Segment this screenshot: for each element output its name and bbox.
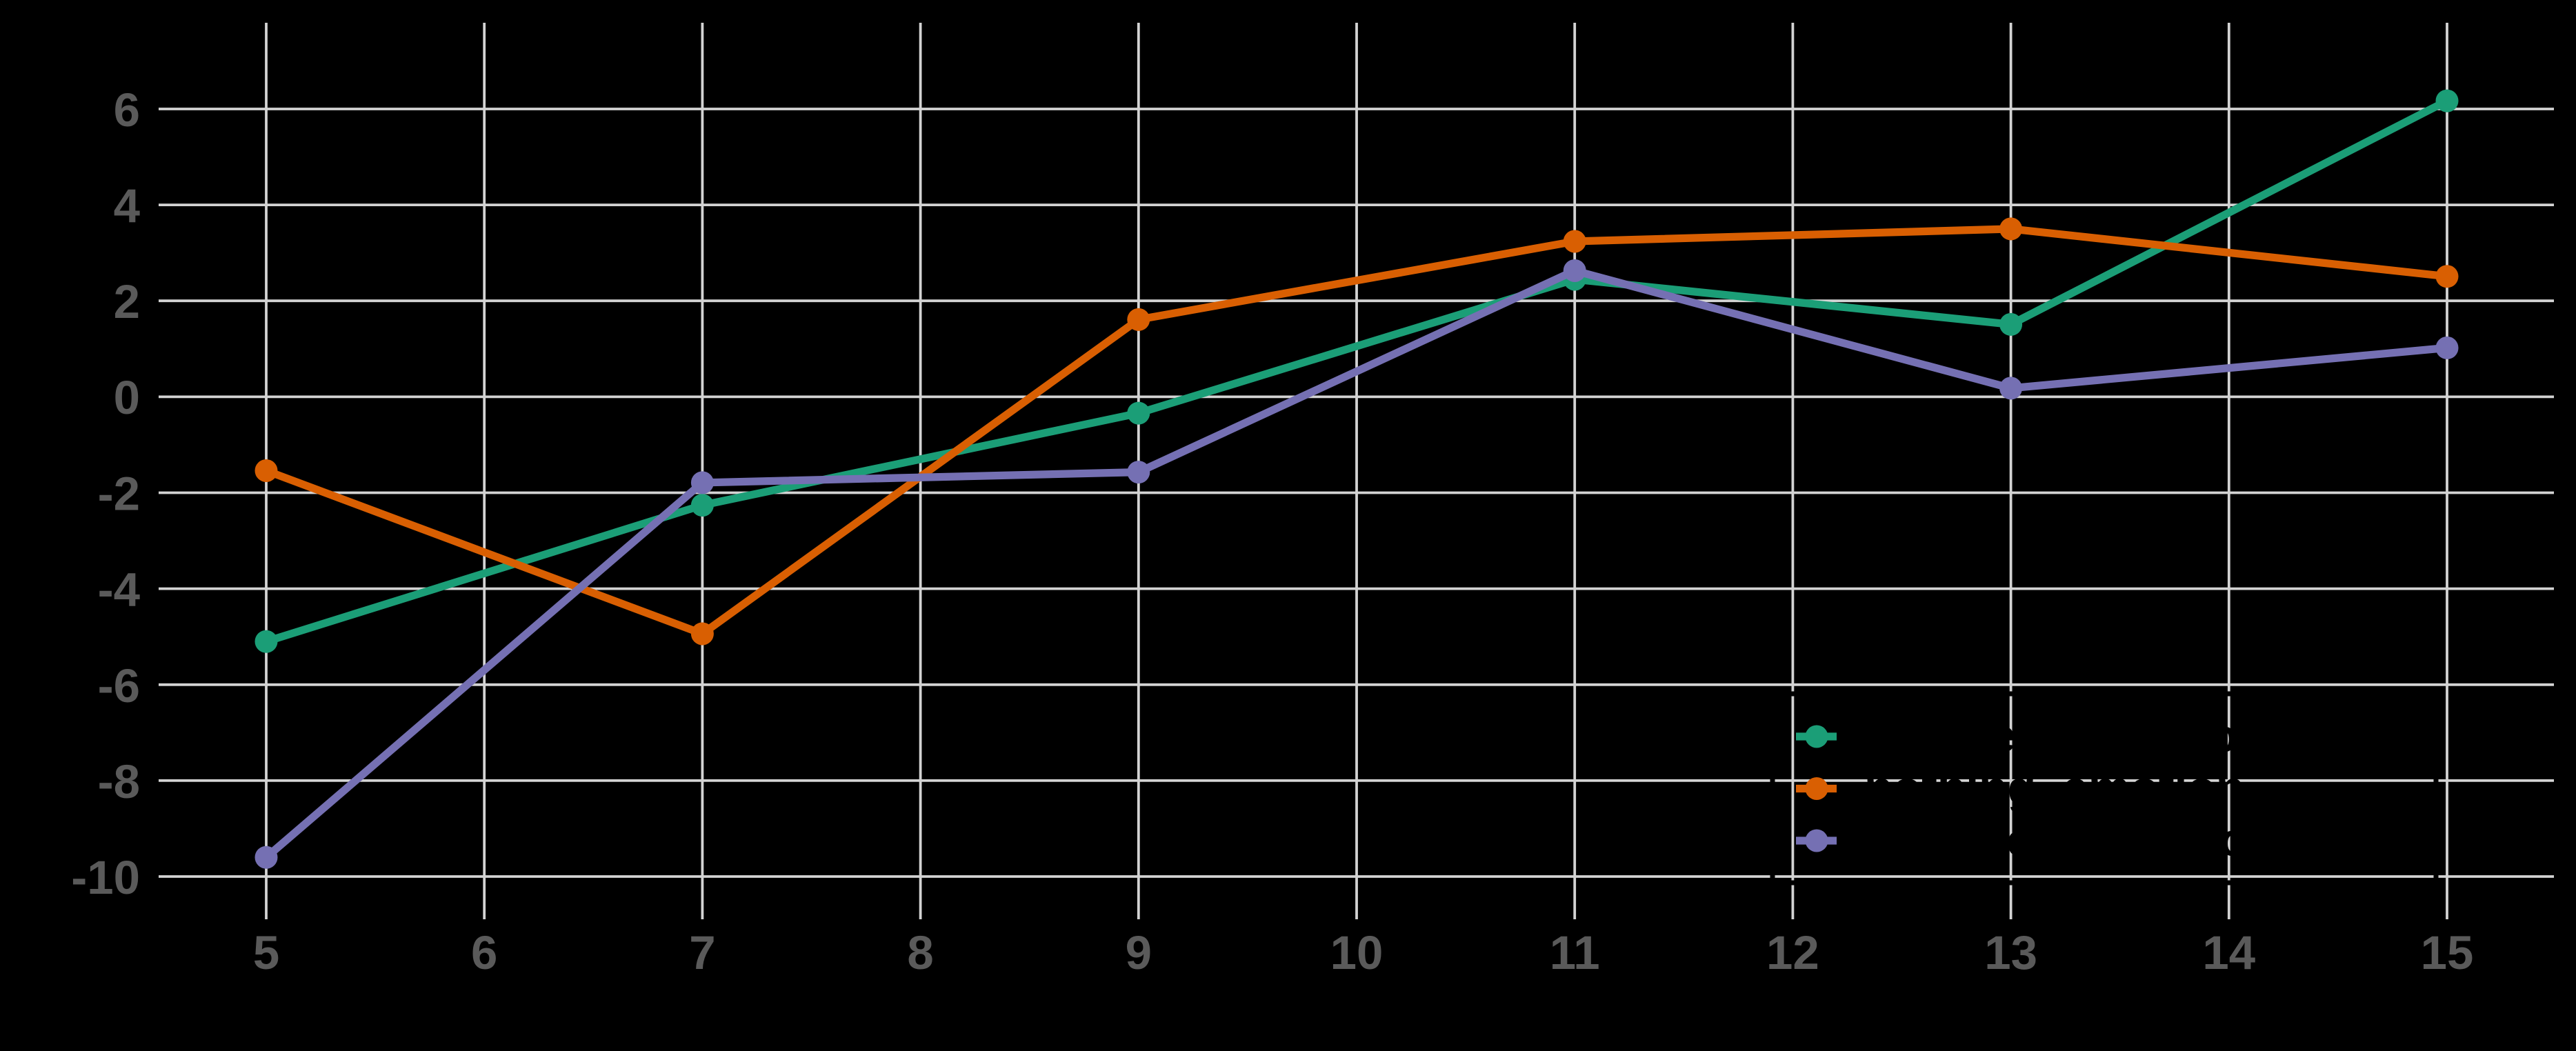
svg-text:noon_exploitation: noon_exploitation <box>1862 814 2278 866</box>
svg-text:counter_valuation: counter_valuation <box>1862 710 2266 762</box>
svg-text:4: 4 <box>114 179 140 232</box>
svg-text:15: 15 <box>2421 926 2474 979</box>
svg-text:13: 13 <box>1984 926 2037 979</box>
svg-text:9: 9 <box>1126 926 1152 979</box>
svg-text:6: 6 <box>114 83 140 137</box>
svg-text:7: 7 <box>689 926 715 979</box>
svg-text:11: 11 <box>1550 926 1600 979</box>
svg-text:5: 5 <box>253 926 279 979</box>
svg-text:0: 0 <box>114 371 140 424</box>
svg-text:10: 10 <box>1330 926 1384 979</box>
svg-text:2: 2 <box>114 275 140 328</box>
svg-text:-10: -10 <box>71 851 140 904</box>
svg-text:12: 12 <box>1766 926 1819 979</box>
svg-text:-4: -4 <box>98 563 140 617</box>
svg-text:-6: -6 <box>98 659 140 712</box>
svg-text:nothing_emotion: nothing_emotion <box>1864 762 2244 814</box>
svg-text:-8: -8 <box>98 755 140 808</box>
svg-text:-2: -2 <box>98 468 140 521</box>
svg-text:6: 6 <box>471 926 497 979</box>
svg-text:14: 14 <box>2202 926 2255 979</box>
svg-text:8: 8 <box>907 926 933 979</box>
